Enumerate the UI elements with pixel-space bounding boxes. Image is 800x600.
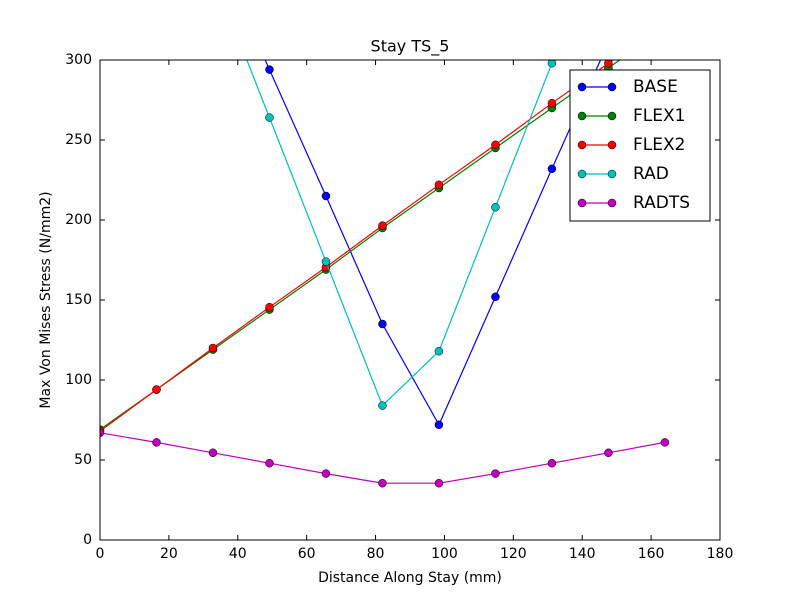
data-point <box>604 60 613 68</box>
legend-label: FLEX2 <box>633 135 685 155</box>
x-tick-label: 40 <box>229 546 247 562</box>
legend-label: RADTS <box>633 193 690 213</box>
x-tick-label: 100 <box>431 546 458 562</box>
data-point <box>547 458 557 468</box>
data-point <box>434 180 444 190</box>
data-point <box>434 346 444 356</box>
data-point <box>378 221 387 230</box>
data-point <box>491 202 500 212</box>
y-tick-label: 0 <box>83 532 92 548</box>
y-tick-label: 100 <box>65 372 92 388</box>
legend-marker <box>577 169 587 179</box>
legend-label: FLEX1 <box>633 106 685 126</box>
legend-marker <box>607 140 617 150</box>
data-point <box>152 385 161 394</box>
x-tick-label: 120 <box>500 546 527 562</box>
data-point <box>378 478 387 488</box>
y-tick-label: 150 <box>65 292 92 308</box>
legend-marker <box>577 82 587 92</box>
data-point <box>378 401 387 410</box>
x-tick-label: 160 <box>638 546 665 562</box>
legend: BASE FLEX1 FLEX2 RAD RADTS <box>569 69 711 222</box>
axes-frame <box>99 59 721 541</box>
y-tick-label: 200 <box>65 212 92 228</box>
x-tick-label: 140 <box>569 546 596 562</box>
data-point <box>491 469 500 478</box>
data-point <box>265 65 274 74</box>
data-point <box>100 428 105 438</box>
data-point <box>378 319 387 329</box>
data-point <box>660 438 670 447</box>
data-point <box>434 478 444 488</box>
data-point <box>208 343 218 353</box>
legend-marker <box>607 198 617 208</box>
chart-title: Stay TS_5 <box>371 37 450 57</box>
legend-marker <box>577 111 587 121</box>
data-point <box>434 420 444 430</box>
data-point <box>491 140 500 150</box>
data-point <box>321 191 331 201</box>
legend-box <box>569 69 711 222</box>
legend-marker <box>577 140 587 150</box>
axes: 0 20 40 60 80 100 120 140 160 180 0 50 100 150 200 250 3… <box>65 52 733 562</box>
y-tick-label: 50 <box>74 452 92 468</box>
data-point <box>265 113 274 122</box>
x-tick-label: 60 <box>298 546 316 562</box>
data-point <box>491 292 500 302</box>
legend-label: RAD <box>633 164 669 184</box>
x-tick-label: 80 <box>367 546 385 562</box>
data-point <box>321 469 331 478</box>
x-tick-label: 180 <box>707 546 734 562</box>
legend-marker <box>577 198 587 208</box>
legend-marker <box>607 82 617 92</box>
data-point <box>604 448 613 458</box>
y-tick-label: 300 <box>65 52 92 68</box>
data-point <box>265 302 274 312</box>
data-point <box>547 60 557 68</box>
legend-marker <box>607 111 617 121</box>
legend-label: BASE <box>633 77 678 97</box>
x-tick-label: 20 <box>160 546 178 562</box>
x-axis-label: Distance Along Stay (mm) <box>318 570 502 586</box>
data-point <box>152 438 161 447</box>
data-point <box>547 164 557 174</box>
data-point <box>208 448 218 458</box>
plot-area <box>100 60 670 488</box>
legend-marker <box>607 169 617 179</box>
x-tick-label: 0 <box>96 546 105 562</box>
y-tick-label: 250 <box>65 132 92 148</box>
y-axis-label: Max Von Mises Stress (N/mm2) <box>38 191 54 408</box>
data-point <box>547 98 557 108</box>
data-point <box>321 257 331 266</box>
data-point <box>265 458 274 468</box>
